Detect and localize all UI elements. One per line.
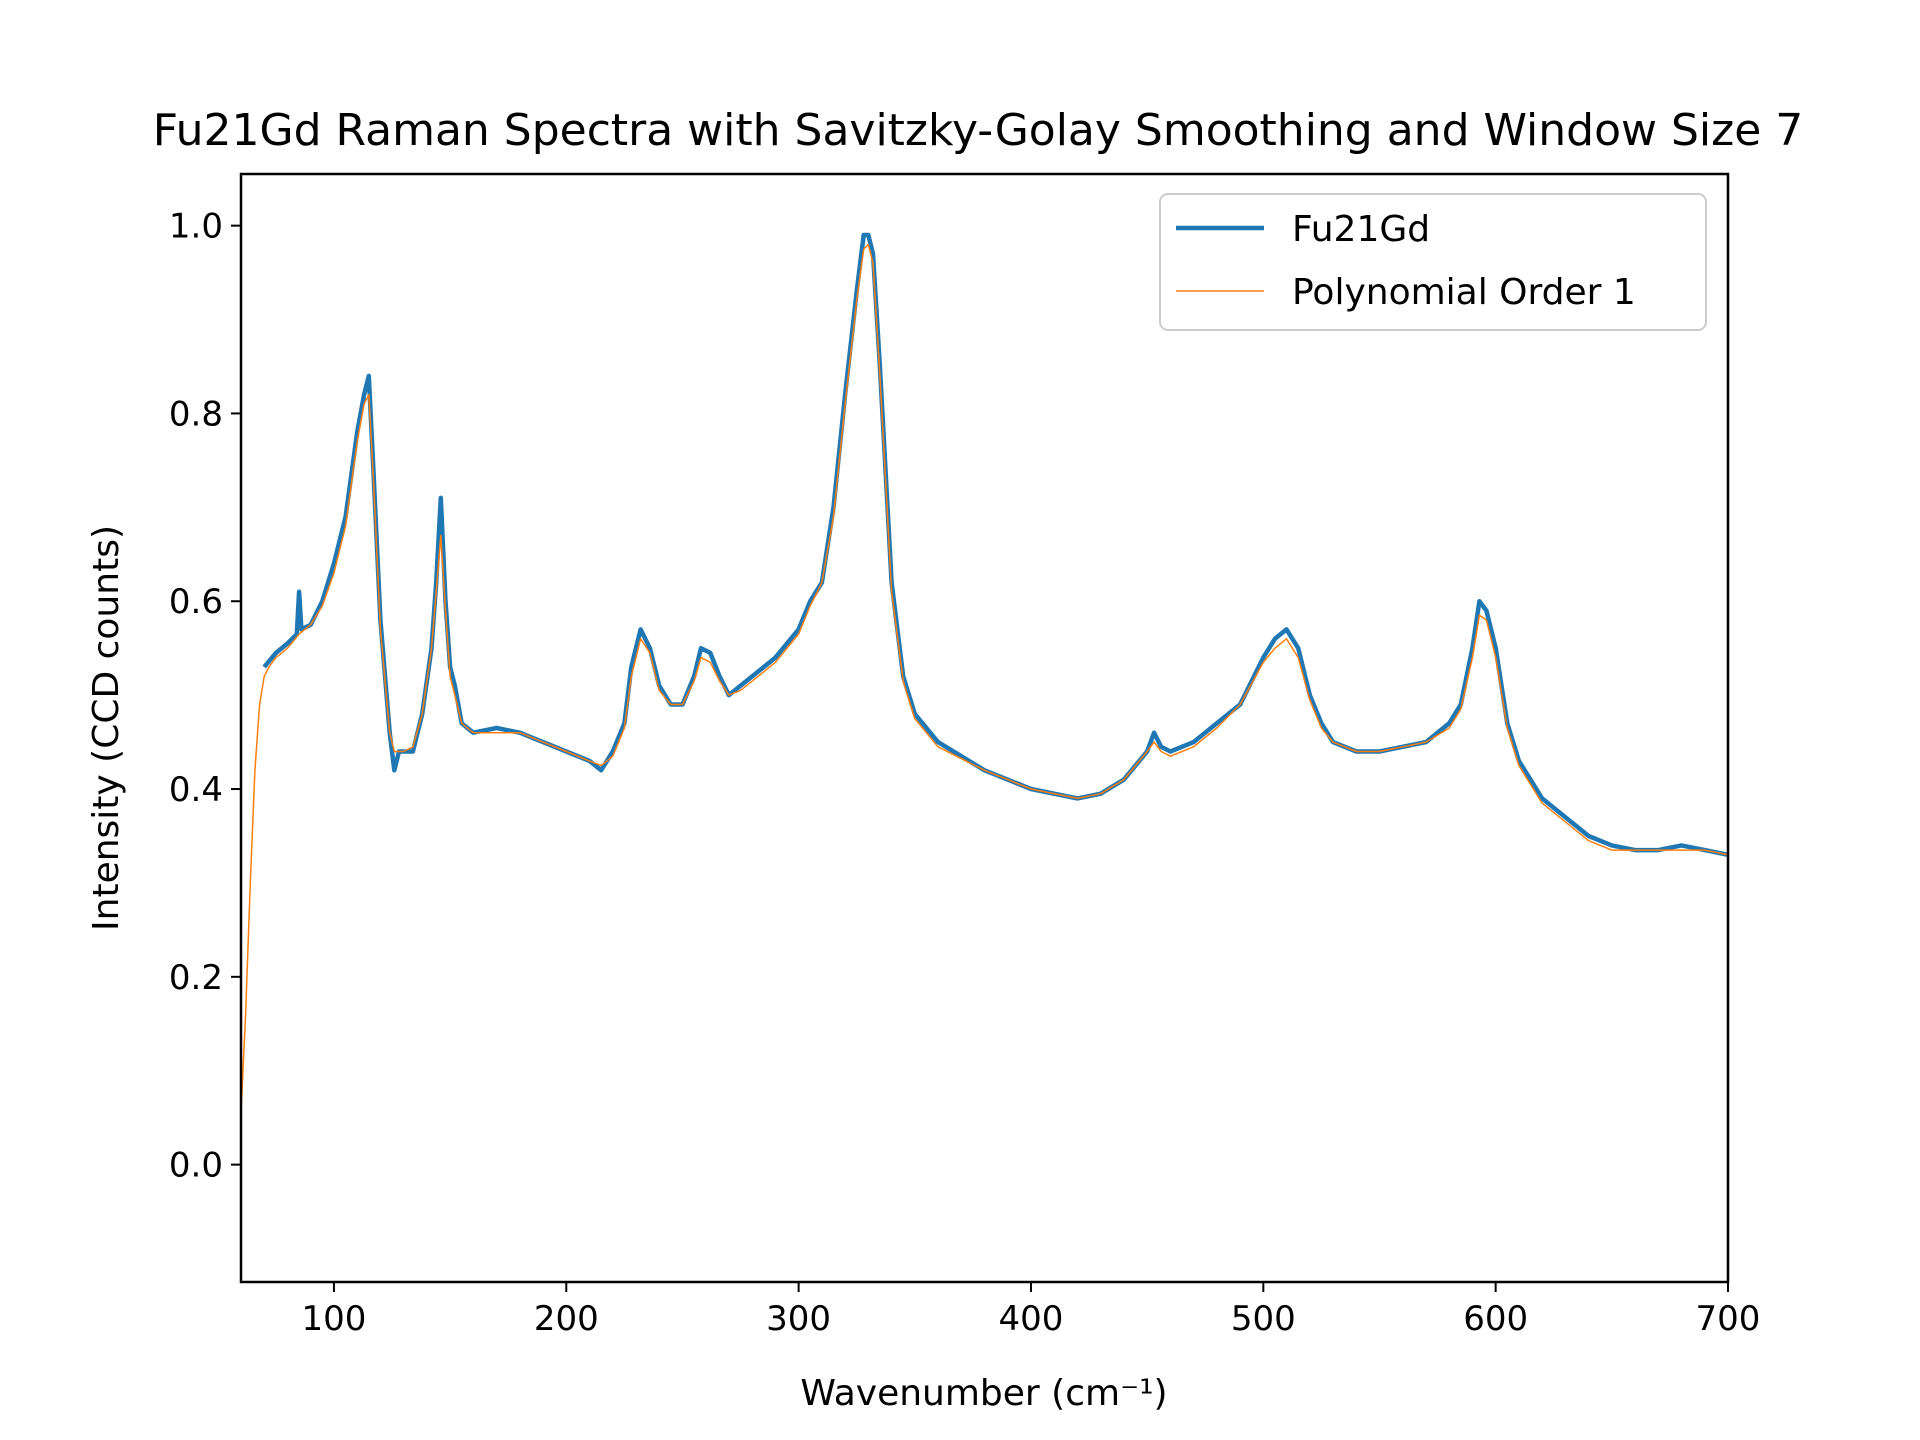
x-tick-label: 700	[1696, 1299, 1761, 1339]
x-axis-ticks: 100 200 300 400 500 600 700	[301, 1282, 1760, 1339]
y-tick-label: 0.6	[169, 582, 223, 622]
y-tick-label: 0.4	[169, 770, 223, 810]
x-axis-label: Wavenumber (cm⁻¹)	[800, 1373, 1167, 1414]
y-tick-label: 0.0	[169, 1146, 223, 1186]
chart-title: Fu21Gd Raman Spectra with Savitzky-Golay…	[153, 105, 1804, 156]
series-line-polynomial-order-1	[241, 243, 1728, 1114]
legend-label-fu21gd: Fu21Gd	[1292, 209, 1430, 250]
legend-label-polynomial-order-1: Polynomial Order 1	[1292, 272, 1636, 313]
x-tick-label: 100	[301, 1299, 366, 1339]
x-tick-label: 500	[1231, 1299, 1296, 1339]
y-tick-label: 0.8	[169, 394, 223, 434]
y-tick-label: 1.0	[169, 207, 223, 247]
y-tick-label: 0.2	[169, 958, 223, 998]
x-tick-label: 200	[534, 1299, 599, 1339]
legend-box	[1159, 193, 1707, 331]
plot-frame	[239, 172, 1730, 1284]
series-layer	[241, 232, 1728, 1114]
x-tick-label: 400	[999, 1299, 1064, 1339]
x-tick-label: 600	[1463, 1299, 1528, 1339]
legend: Fu21Gd Polynomial Order 1	[1159, 193, 1707, 331]
y-axis-label: Intensity (CCD counts)	[86, 525, 127, 931]
x-tick-label: 300	[766, 1299, 831, 1339]
y-axis-ticks: 0.0 0.2 0.4 0.6 0.8 1.0	[169, 207, 241, 1186]
